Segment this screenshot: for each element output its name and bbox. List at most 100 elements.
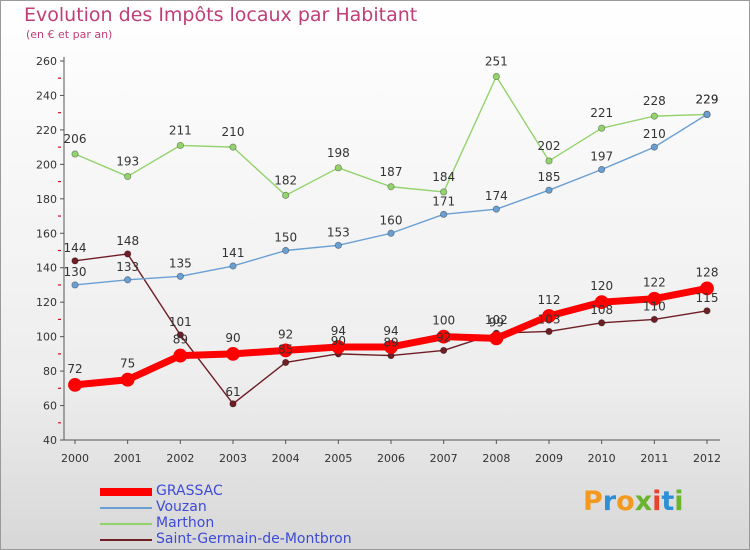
data-label-vouzan: 197 [590,150,613,164]
data-label-vouzan: 185 [538,170,561,184]
data-label-marthon: 228 [643,94,666,108]
data-label-saint-germain-de-montbron: 61 [225,385,240,399]
data-label-saint-germain-de-montbron: 144 [64,241,87,255]
logo-letter: r [602,486,617,517]
data-point-vouzan [492,205,500,213]
data-point-marthon [176,141,184,150]
data-label-saint-germain-de-montbron: 90 [331,334,346,348]
x-tick-label: 2007 [430,452,458,465]
data-point-vouzan [282,246,290,255]
data-point-saint-germain-de-montbron [176,331,184,339]
data-label-marthon: 210 [222,125,245,139]
data-label-vouzan: 133 [116,260,139,274]
data-point-grassac [331,340,346,354]
data-point-marthon [124,172,132,181]
legend-label-vouzan: Vouzan [156,499,207,515]
x-tick-label: 2001 [114,452,142,465]
y-tick-label: 220 [36,124,57,137]
data-label-saint-germain-de-montbron: 110 [643,299,666,313]
data-label-grassac: 92 [278,327,293,341]
data-label-marthon: 198 [327,146,350,160]
data-label-grassac: 72 [67,362,82,376]
data-point-grassac [594,295,609,310]
data-label-vouzan: 153 [327,225,350,239]
data-point-vouzan [124,276,132,284]
data-label-vouzan: 141 [222,246,245,260]
data-point-marthon [229,143,237,151]
y-tick-label: 120 [36,296,57,309]
data-label-vouzan: 135 [169,256,192,270]
x-tick-label: 2002 [166,452,194,465]
data-point-grassac [700,281,714,296]
data-point-saint-germain-de-montbron [229,400,237,408]
data-label-marthon: 193 [116,154,139,168]
logo-letter: x [634,486,653,517]
data-label-marthon: 187 [380,165,403,179]
data-label-saint-germain-de-montbron: 115 [696,291,719,305]
data-point-marthon [598,124,606,132]
data-label-grassac: 90 [225,331,240,345]
data-label-vouzan: 174 [485,189,508,203]
data-point-vouzan [71,281,79,289]
data-point-vouzan [545,186,553,194]
x-tick-label: 2003 [219,452,247,465]
data-label-marthon: 229 [696,92,719,106]
data-label-saint-germain-de-montbron: 103 [538,312,561,326]
data-point-marthon [545,157,553,165]
x-tick-label: 2005 [324,452,352,465]
data-label-marthon: 182 [274,173,297,187]
logo-letter: i [674,486,684,517]
y-tick-label: 140 [36,262,57,275]
data-point-grassac [173,348,188,363]
data-point-saint-germain-de-montbron [71,257,79,265]
data-point-saint-germain-de-montbron [545,327,553,336]
logo-letter: i [652,486,662,517]
data-label-marthon: 184 [432,170,455,184]
chart-subtitle: (en € et par an) [26,28,113,41]
data-label-vouzan: 150 [274,231,297,245]
data-point-grassac [436,329,451,344]
data-label-vouzan: 130 [64,265,87,279]
data-point-vouzan [440,210,448,218]
data-label-vouzan: 210 [643,127,666,141]
data-point-grassac [278,343,293,358]
legend-swatch-marthon [100,523,152,525]
data-label-grassac: 120 [590,279,613,293]
data-point-marthon [334,164,342,172]
logo-letter: t [661,486,675,517]
data-label-grassac: 122 [643,276,666,290]
data-label-saint-germain-de-montbron: 89 [383,336,398,350]
data-point-grassac [542,309,556,323]
data-label-vouzan: 229 [696,92,719,106]
y-tick-label: 60 [43,400,57,413]
y-tick-label: 160 [36,227,57,240]
data-label-marthon: 211 [169,123,192,137]
y-tick-label: 200 [36,158,57,171]
data-point-marthon [282,191,290,199]
data-label-marthon: 221 [590,106,613,120]
y-tick-label: 260 [36,55,57,68]
x-tick-label: 2000 [61,452,89,465]
legend-label-marthon: Marthon [156,515,215,531]
data-point-grassac [384,340,398,354]
logo-letter: P [583,486,603,517]
data-point-vouzan [650,143,658,151]
x-tick-label: 2012 [693,452,721,465]
data-point-marthon [440,188,448,196]
data-label-saint-germain-de-montbron: 108 [590,303,613,317]
y-tick-label: 240 [36,89,57,102]
data-point-marthon [492,72,500,81]
data-point-vouzan [598,165,606,174]
data-point-saint-germain-de-montbron [703,307,711,315]
x-tick-label: 2010 [588,452,616,465]
data-point-marthon [387,183,395,191]
data-label-grassac: 94 [383,324,398,338]
legend-label-grassac: GRASSAC [156,483,223,499]
chart-title: Evolution des Impôts locaux par Habitant [24,4,418,26]
data-point-marthon [71,150,79,158]
legend-swatch-saint-germain-de-montbron [100,539,152,541]
data-label-grassac: 94 [331,324,346,338]
data-label-marthon: 251 [485,55,508,69]
line-chart: 40 60 80 100 120 140 160 180 200 220 240 260 2000 200… [36,55,721,465]
data-point-saint-germain-de-montbron [598,319,606,327]
